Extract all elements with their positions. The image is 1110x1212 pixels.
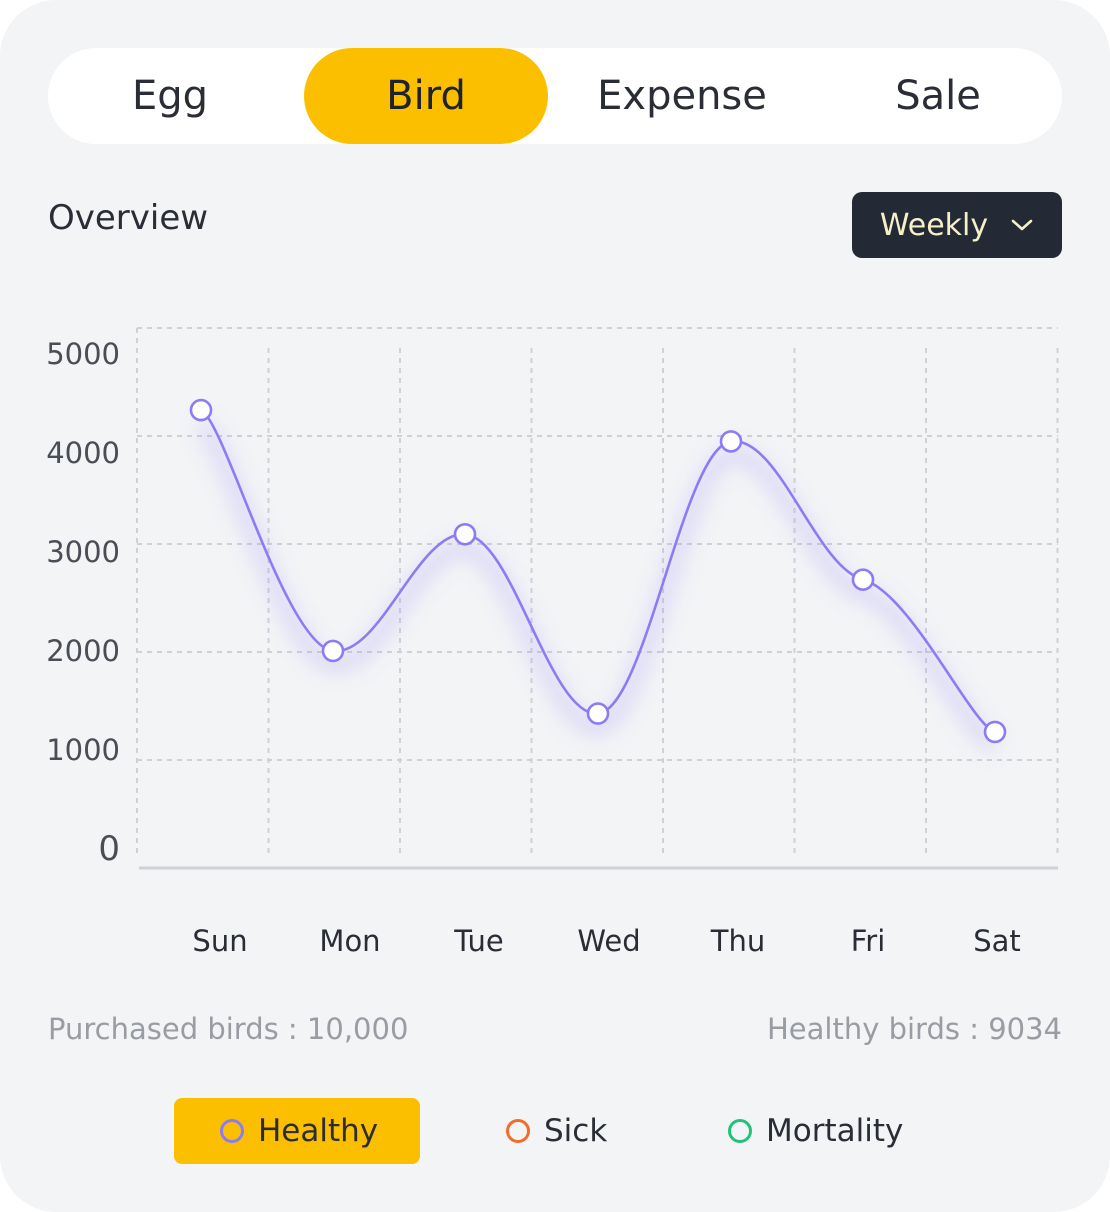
data-point bbox=[453, 522, 477, 546]
legend-healthy-label: Healthy bbox=[258, 1113, 379, 1149]
period-label: Weekly bbox=[879, 207, 989, 243]
x-tick-label: Thu bbox=[710, 924, 765, 958]
legend-mortality[interactable]: Mortality bbox=[728, 1098, 903, 1164]
data-point bbox=[189, 398, 213, 422]
legend-healthy[interactable]: Healthy bbox=[174, 1098, 420, 1164]
y-tick-label: 0 bbox=[98, 829, 120, 869]
data-point bbox=[321, 639, 345, 663]
legend-sick[interactable]: Sick bbox=[506, 1098, 607, 1164]
y-tick-label: 4000 bbox=[46, 436, 120, 470]
data-point bbox=[719, 430, 743, 453]
line-chart: 5000 4000 3000 2000 1000 0 Sun Mon Tue Wed Thu Fri… bbox=[46, 327, 1059, 958]
tab-expense[interactable]: Expense bbox=[597, 73, 767, 119]
x-tick-label: Mon bbox=[319, 924, 380, 958]
sick-ring-icon bbox=[506, 1119, 530, 1143]
x-tick-label: Wed bbox=[577, 924, 640, 958]
data-point bbox=[586, 702, 610, 725]
series-line bbox=[200, 408, 996, 734]
y-axis-ticks: 5000 4000 3000 2000 1000 0 bbox=[46, 337, 120, 869]
legend-mortality-label: Mortality bbox=[766, 1113, 904, 1149]
tab-egg[interactable]: Egg bbox=[131, 73, 209, 119]
x-tick-label: Fri bbox=[851, 924, 886, 958]
chevron-down-icon bbox=[1011, 219, 1033, 231]
x-tick-label: Sun bbox=[192, 924, 247, 958]
data-point bbox=[983, 720, 1007, 744]
y-tick-label: 1000 bbox=[46, 733, 120, 767]
y-tick-label: 2000 bbox=[46, 634, 120, 668]
healthy-ring-icon bbox=[220, 1119, 244, 1143]
mortality-ring-icon bbox=[728, 1119, 752, 1143]
data-points bbox=[189, 398, 1007, 744]
tab-sale[interactable]: Sale bbox=[895, 73, 981, 119]
x-axis-ticks: Sun Mon Tue Wed Thu Fri Sat bbox=[192, 924, 1020, 958]
y-tick-label: 5000 bbox=[46, 337, 120, 371]
overview-title: Overview bbox=[48, 198, 209, 238]
category-tabs: Egg Bird Expense Sale bbox=[48, 48, 1062, 144]
period-dropdown[interactable]: Weekly bbox=[852, 192, 1062, 258]
data-point bbox=[851, 568, 875, 591]
healthy-birds-stat: Healthy birds : 9034 bbox=[766, 1012, 1062, 1046]
x-tick-label: Sat bbox=[973, 924, 1021, 958]
y-tick-label: 3000 bbox=[46, 535, 120, 569]
legend-sick-label: Sick bbox=[544, 1113, 608, 1149]
tab-bird[interactable]: Bird bbox=[304, 48, 548, 144]
series-line-glow bbox=[196, 417, 999, 753]
x-tick-label: Tue bbox=[453, 924, 504, 958]
purchased-birds-stat: Purchased birds : 10,000 bbox=[48, 1012, 409, 1046]
